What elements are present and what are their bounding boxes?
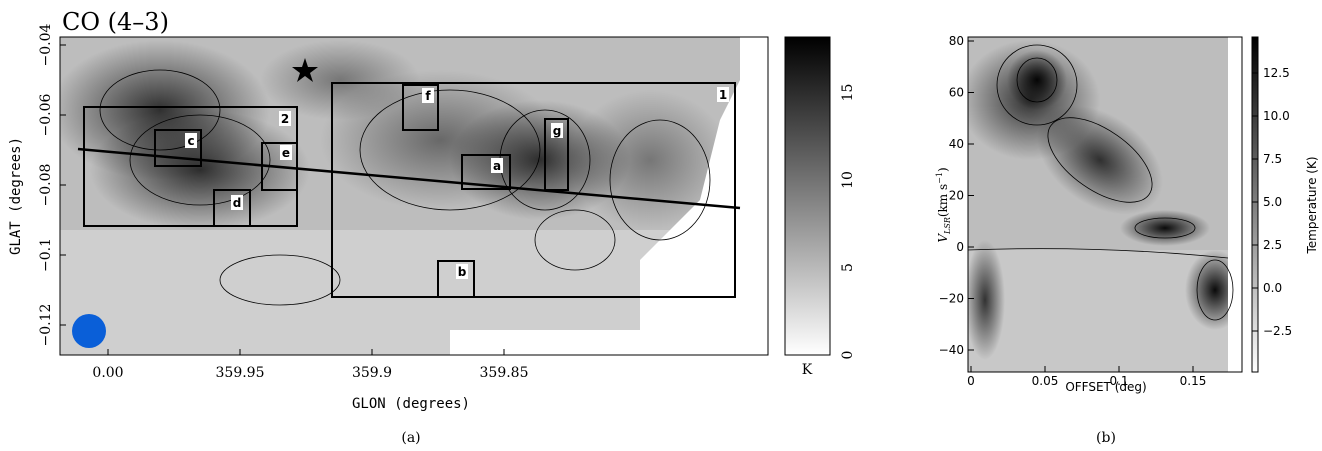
region-label: 2 xyxy=(281,112,289,126)
region-label-bg xyxy=(280,145,292,160)
x-tick-label: 359.95 xyxy=(216,365,265,381)
x-tick-label: 0.15 xyxy=(1180,374,1207,388)
y-tick-label: −40 xyxy=(939,343,964,357)
plot-frame xyxy=(967,36,1243,373)
colorbar-tick-label: 2.5 xyxy=(1263,238,1282,252)
colorbar xyxy=(784,36,831,356)
x-axis-label: GLON (degrees) xyxy=(352,396,470,412)
y-label-sub: LSR xyxy=(943,217,952,235)
region-label: d xyxy=(233,196,242,210)
region-label: 1 xyxy=(719,88,727,102)
x-tick-label: 359.9 xyxy=(352,365,392,381)
region-label-bg xyxy=(491,158,503,173)
colorbar-tick-label: −2.5 xyxy=(1263,324,1292,338)
y-tick-label: 0 xyxy=(956,240,964,254)
region-label-bg xyxy=(279,111,291,126)
x-tick-label: 0.05 xyxy=(1032,374,1059,388)
region-label: e xyxy=(282,146,290,160)
x-tick-label: 359.85 xyxy=(480,365,529,381)
y-tick-label: −0.06 xyxy=(38,93,54,136)
colorbar-tick-label: 5 xyxy=(840,263,856,272)
y-tick-label: −0.12 xyxy=(38,304,54,347)
x-axis-label: OFFSET (deg) xyxy=(1065,380,1146,394)
pv-image xyxy=(968,37,1242,372)
x-tick-label: 0.00 xyxy=(92,365,123,381)
region-label-bg xyxy=(717,87,729,102)
colorbar-tick-label: 0 xyxy=(840,351,856,360)
colorbar-tick-label: 10 xyxy=(840,171,856,189)
colorbar-tick-label: 0.0 xyxy=(1263,281,1282,295)
y-axis-label: GLAT (degrees) xyxy=(8,137,24,255)
plot-frame xyxy=(59,36,769,356)
colorbar-tick-label: 10.0 xyxy=(1263,109,1290,123)
region-label: b xyxy=(458,265,467,279)
region-label-bg xyxy=(185,133,197,148)
colorbar-tick-label: 15 xyxy=(840,84,856,102)
y-tick-label: 20 xyxy=(949,189,964,203)
y-tick-label: −0.04 xyxy=(38,23,54,66)
map-image xyxy=(60,37,768,355)
colorbar-tick-label: 5.0 xyxy=(1263,195,1282,209)
colorbar-label: Temperature (K) xyxy=(1305,156,1319,254)
colorbar-unit: K xyxy=(802,362,813,378)
x-tick-label: 0 xyxy=(967,374,975,388)
y-tick-label: −0.08 xyxy=(38,164,54,207)
region-label: g xyxy=(553,124,562,138)
colorbar-tick-label: 12.5 xyxy=(1263,66,1290,80)
caption: (a) xyxy=(401,430,420,446)
y-axis-label: VLSR(km s−1) xyxy=(935,167,952,242)
region-label: c xyxy=(187,134,194,148)
y-tick-label: −0.1 xyxy=(38,238,54,272)
x-tick-label: 0.1 xyxy=(1109,374,1128,388)
y-tick-label: 60 xyxy=(949,86,964,100)
regions xyxy=(72,58,741,348)
y-label-exp: −1 xyxy=(935,172,944,184)
colorbar-tick-label: 7.5 xyxy=(1263,152,1282,166)
colorbar xyxy=(1251,36,1259,373)
region-label-bg xyxy=(231,195,243,210)
y-label-close: ) xyxy=(936,167,950,172)
region-label-bg xyxy=(456,264,468,279)
y-label-unit: (km s xyxy=(936,184,950,217)
panel-title: CO (4–3) xyxy=(62,8,169,36)
y-tick-label: 40 xyxy=(949,137,964,151)
region-label: a xyxy=(493,159,501,173)
y-label-main: V xyxy=(936,233,950,243)
caption: (b) xyxy=(1096,430,1116,446)
region-label: f xyxy=(425,89,431,103)
y-tick-label: 80 xyxy=(949,34,964,48)
y-tick-label: −20 xyxy=(939,292,964,306)
region-label-bg xyxy=(551,123,563,138)
region-label-bg xyxy=(422,88,434,103)
